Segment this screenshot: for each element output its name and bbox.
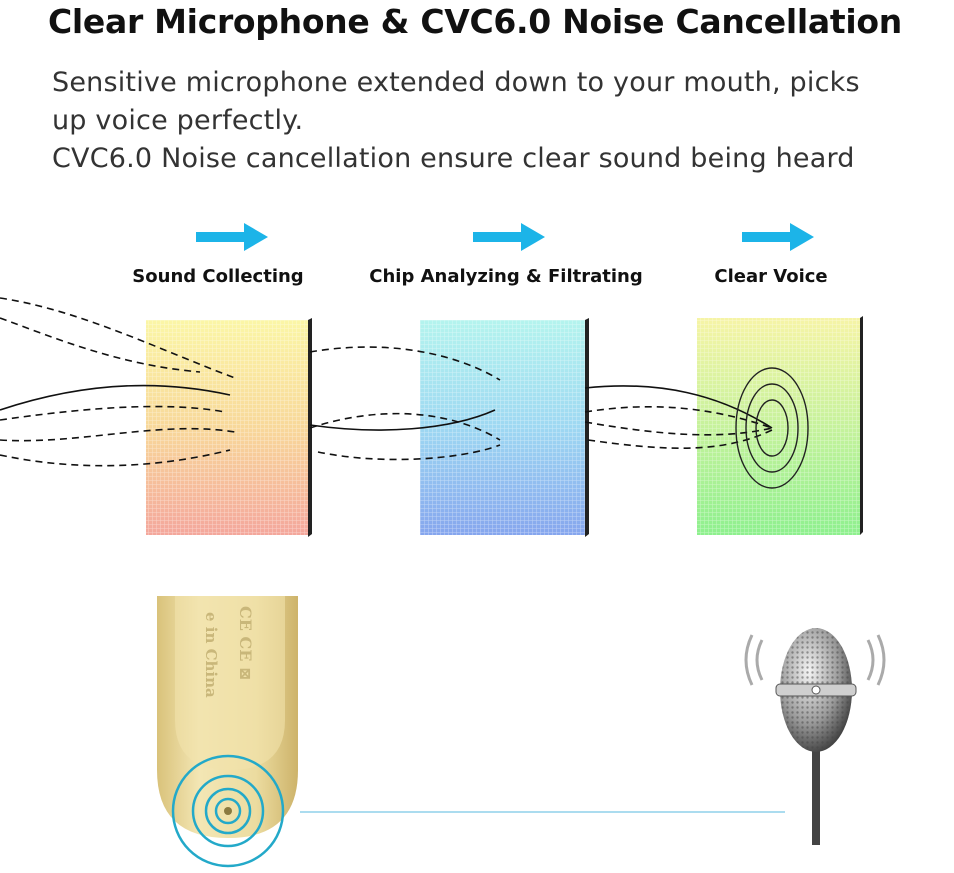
arrow-right-icon (473, 223, 545, 251)
description: Sensitive microphone extended down to yo… (52, 64, 860, 178)
panel-chip-analyzing (420, 318, 589, 537)
description-line: up voice perfectly. (52, 105, 304, 136)
panel-clear-voice (697, 316, 863, 535)
panel-sound-collecting (146, 318, 312, 537)
svg-text:CE CE ⊠: CE CE ⊠ (236, 606, 255, 680)
sound-waves (0, 297, 773, 467)
stage-label: Chip Analyzing & Filtrating (369, 266, 643, 287)
microphone-icon (744, 628, 886, 845)
arrow-right-icon (196, 223, 268, 251)
voice-rings (735, 367, 809, 489)
stage-label: Sound Collecting (132, 266, 304, 287)
arrow-right-icon (742, 223, 814, 251)
description-line: CVC6.0 Noise cancellation ensure clear s… (52, 143, 855, 174)
description-line: Sensitive microphone extended down to yo… (52, 67, 860, 98)
sound-ripple-icon (171, 754, 285, 868)
stage-label: Clear Voice (714, 266, 828, 287)
page-title: Clear Microphone & CVC6.0 Noise Cancella… (48, 2, 902, 41)
earpiece: CE CE ⊠ e in China (157, 596, 298, 838)
ce-mark-icon: CE CE ⊠ (236, 606, 255, 680)
earpiece-marking: e in China (202, 612, 220, 698)
